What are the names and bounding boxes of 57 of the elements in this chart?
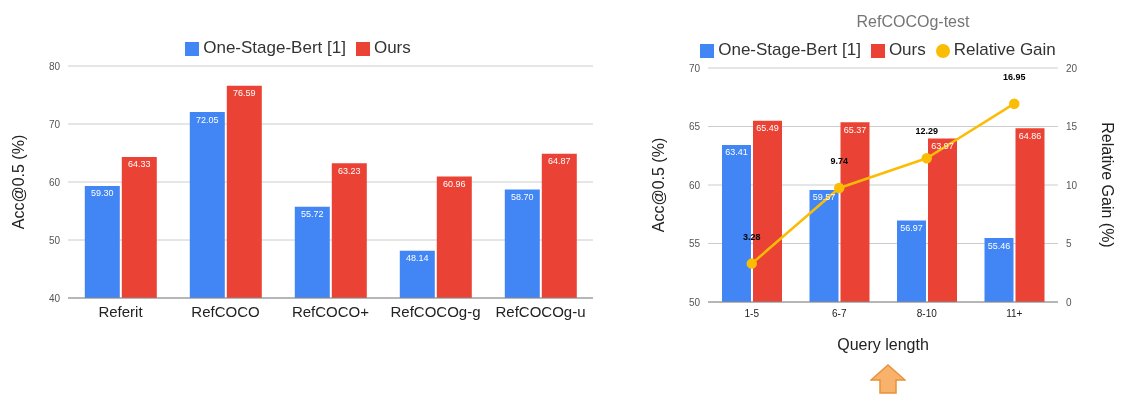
point bbox=[1009, 98, 1020, 109]
x-tick-label: RefCOCO+ bbox=[291, 302, 370, 320]
data-label: 59.30 bbox=[91, 188, 114, 199]
x-tick-label: 11+ bbox=[1006, 308, 1023, 320]
x-axis-title: Query length bbox=[837, 336, 929, 353]
y-tick-label: 50 bbox=[48, 234, 61, 246]
y2-tick-label: 5 bbox=[1066, 238, 1072, 250]
data-label: 16.95 bbox=[1002, 71, 1026, 82]
data-label: 72.05 bbox=[196, 114, 219, 125]
point bbox=[746, 258, 757, 269]
y-tick-label: 40 bbox=[48, 292, 61, 304]
x-tick-label: Referit bbox=[98, 302, 144, 320]
legend-label: Ours bbox=[888, 40, 926, 59]
y-tick-label: 60 bbox=[688, 179, 701, 191]
legend-label: Relative Gain bbox=[953, 40, 1056, 59]
data-label: 12.29 bbox=[915, 126, 939, 137]
y-tick-label: 80 bbox=[48, 60, 61, 72]
point bbox=[834, 182, 845, 194]
legend-label: One-Stage-Bert [1] bbox=[203, 38, 346, 57]
data-label: 64.86 bbox=[1018, 130, 1042, 141]
x-tick-label: RefCOCOg-g bbox=[390, 302, 481, 320]
y-tick-label: 55 bbox=[688, 238, 701, 250]
x-tick-label: 8-10 bbox=[916, 308, 938, 320]
data-label: 56.97 bbox=[900, 222, 923, 233]
legend-label: Ours bbox=[373, 38, 411, 57]
data-label: 63.41 bbox=[725, 147, 748, 158]
data-label: 63.23 bbox=[338, 165, 361, 176]
y-tick-label: 70 bbox=[48, 118, 61, 130]
legend-label: One-Stage-Bert [1] bbox=[718, 40, 861, 59]
data-label: 60.96 bbox=[443, 178, 466, 189]
data-label: 65.37 bbox=[843, 124, 867, 135]
x-tick-label: 6-7 bbox=[832, 308, 847, 320]
y2-tick-label: 15 bbox=[1066, 121, 1078, 133]
y2-axis-title: Relative Gain (%) bbox=[1099, 122, 1117, 248]
data-label: 64.87 bbox=[548, 156, 571, 167]
y2-tick-label: 10 bbox=[1066, 179, 1078, 191]
point bbox=[921, 152, 932, 164]
y2-tick-label: 20 bbox=[1066, 62, 1078, 74]
x-tick-label: RefCOCOg-u bbox=[495, 302, 586, 320]
y-tick-label: 60 bbox=[48, 176, 61, 188]
data-label: 65.49 bbox=[756, 123, 779, 134]
y-tick-label: 65 bbox=[688, 121, 701, 133]
y-axis-title: Acc@0.5 (%) bbox=[649, 137, 667, 233]
data-label: 58.70 bbox=[511, 191, 534, 202]
data-label: 48.14 bbox=[406, 253, 429, 264]
data-label: 55.72 bbox=[301, 209, 324, 220]
data-label: 64.33 bbox=[128, 159, 151, 170]
data-label: 3.28 bbox=[742, 231, 761, 242]
y-tick-label: 50 bbox=[688, 296, 701, 308]
y-axis-title: Acc@0.5 (%) bbox=[9, 134, 27, 230]
y2-tick-label: 0 bbox=[1066, 296, 1072, 308]
data-label: 55.46 bbox=[987, 240, 1011, 251]
x-tick-label: RefCOCO bbox=[191, 302, 260, 320]
y-tick-label: 70 bbox=[688, 62, 701, 74]
data-label: 76.59 bbox=[233, 88, 256, 99]
chart-title: RefCOCOg-test bbox=[855, 13, 971, 32]
x-tick-label: 1-5 bbox=[744, 308, 760, 320]
